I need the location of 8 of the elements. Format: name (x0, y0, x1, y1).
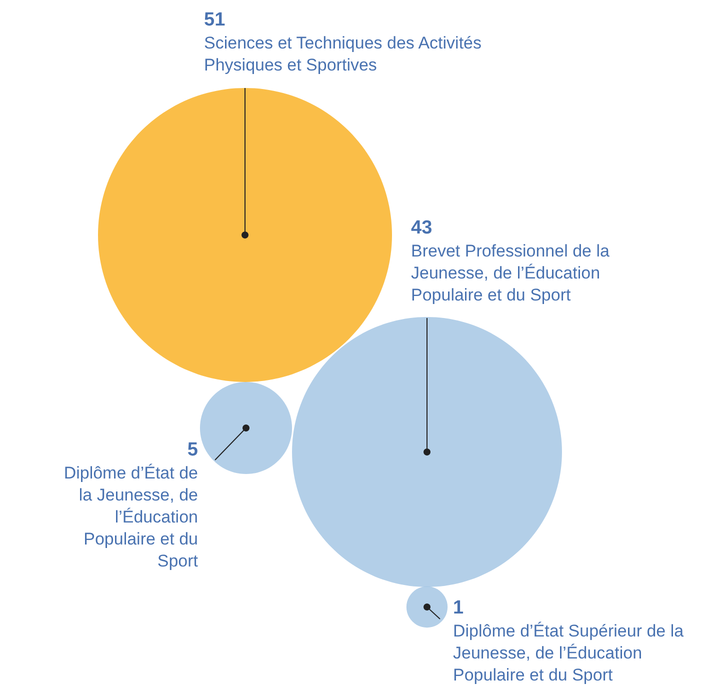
data-label: 1 (453, 598, 464, 618)
category-label: Brevet Professionnel de la Jeunesse, de l’Éducation Populaire et du Sport (411, 242, 610, 304)
category-label: Diplôme d’État Supérieur de la Jeunesse, de l’Éducation Populaire et du Sport (453, 622, 684, 684)
data-label: 43 (411, 218, 432, 238)
data-label: 5 (187, 440, 198, 460)
category-label: Diplôme d’État de la Jeunesse, de l’Éducation Populaire et du Sport (64, 464, 198, 570)
data-label: 51 (204, 10, 226, 30)
category-label: Sciences et Techniques des Activités Physiques et Sportives (204, 34, 482, 74)
